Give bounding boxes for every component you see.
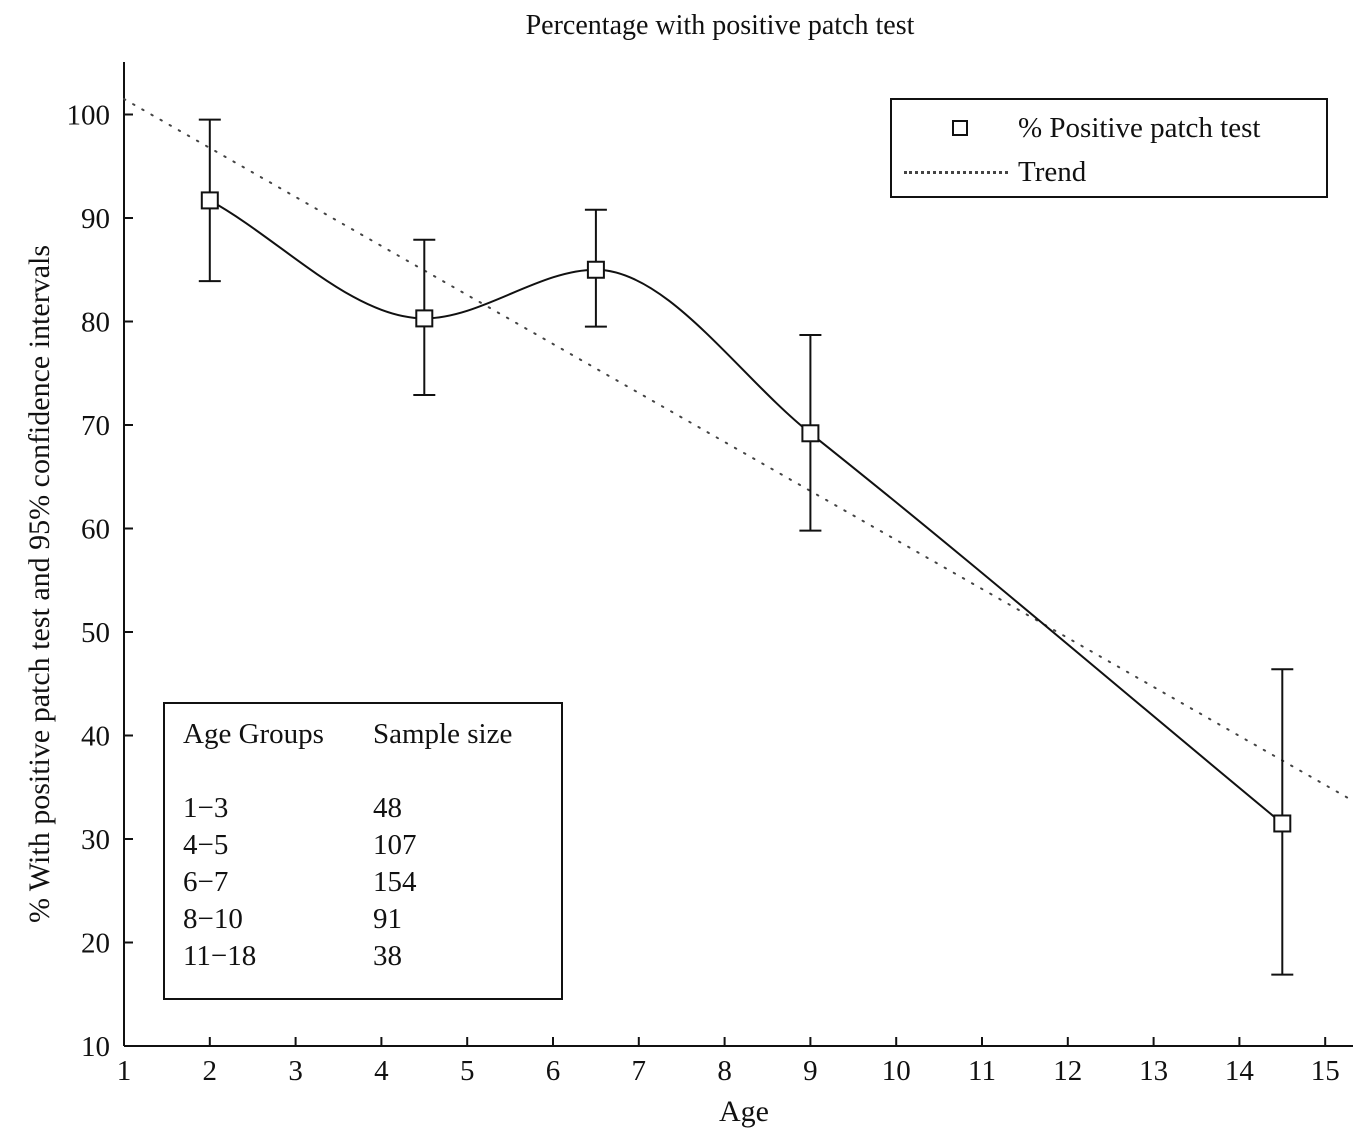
x-tick-label: 1 [117, 1055, 132, 1087]
y-tick-label: 60 [81, 514, 110, 546]
table-cell-age-group: 11−18 [183, 940, 257, 972]
y-tick-label: 80 [81, 307, 110, 339]
x-tick-label: 5 [460, 1055, 475, 1087]
table-cell-age-group: 6−7 [183, 866, 229, 898]
x-tick-label: 10 [882, 1055, 911, 1087]
positive-line [209, 199, 1283, 825]
y-tick-label: 100 [67, 100, 111, 132]
data-point-marker [586, 260, 605, 279]
positive-series [209, 199, 1283, 825]
x-tick-label: 15 [1311, 1055, 1340, 1087]
legend-label-positive: % Positive patch test [1018, 112, 1261, 144]
y-tick-label: 70 [81, 410, 110, 442]
x-tick-label: 7 [632, 1055, 647, 1087]
table-cell-sample-size: 48 [373, 792, 402, 824]
x-tick-label: 4 [374, 1055, 389, 1087]
axes [123, 62, 1353, 1047]
dotted-line-icon [904, 171, 1008, 174]
square-marker-icon [952, 120, 968, 136]
table-cell-age-group: 4−5 [183, 829, 229, 861]
table-cell-sample-size: 91 [373, 903, 402, 935]
y-tick-label: 10 [81, 1031, 110, 1063]
x-tick-label: 14 [1225, 1055, 1255, 1087]
tick-labels: 1 2 3 4 5 6 7 8 9 10 11 12 13 14 151020304050607080901… [67, 100, 1340, 1088]
y-tick-label: 30 [81, 824, 110, 856]
x-tick-label: 13 [1139, 1055, 1168, 1087]
y-tick-label: 40 [81, 721, 110, 753]
y-axis-label: % With positive patch test and 95% confi… [23, 244, 56, 924]
data-point-marker [1273, 814, 1292, 833]
markers [200, 191, 1292, 833]
x-axis-label: Age [719, 1095, 769, 1128]
data-point-marker [415, 309, 434, 328]
data-point-marker [200, 191, 219, 210]
x-tick-label: 12 [1053, 1055, 1082, 1087]
y-tick-label: 20 [81, 928, 110, 960]
x-tick-label: 11 [968, 1055, 996, 1087]
table-cell-age-group: 8−10 [183, 903, 243, 935]
sample-size-table: Age Groups Sample size 1−3 48 4−5 107 6−… [163, 702, 563, 1000]
data-point-marker [801, 424, 820, 443]
table-cell-age-group: 1−3 [183, 792, 229, 824]
y-tick-label: 90 [81, 203, 110, 235]
x-tick-label: 2 [203, 1055, 218, 1087]
trend-line [123, 97, 1352, 801]
y-tick-label: 50 [81, 617, 110, 649]
legend: % Positive patch test Trend [890, 98, 1328, 198]
trend-series [123, 97, 1352, 801]
table-cell-sample-size: 154 [373, 866, 417, 898]
table-cell-sample-size: 107 [373, 829, 417, 861]
x-tick-label: 9 [803, 1055, 818, 1087]
table-header-sample-size: Sample size [373, 718, 513, 750]
x-tick-label: 3 [288, 1055, 303, 1087]
legend-label-trend: Trend [1018, 156, 1087, 188]
table-header-age-groups: Age Groups [183, 718, 324, 750]
legend-item-trend: Trend [892, 152, 1326, 194]
table-cell-sample-size: 38 [373, 940, 402, 972]
chart-title: Percentage with positive patch test [525, 10, 915, 41]
legend-item-positive: % Positive patch test [892, 108, 1326, 150]
x-tick-label: 8 [717, 1055, 732, 1087]
x-tick-label: 6 [546, 1055, 561, 1087]
